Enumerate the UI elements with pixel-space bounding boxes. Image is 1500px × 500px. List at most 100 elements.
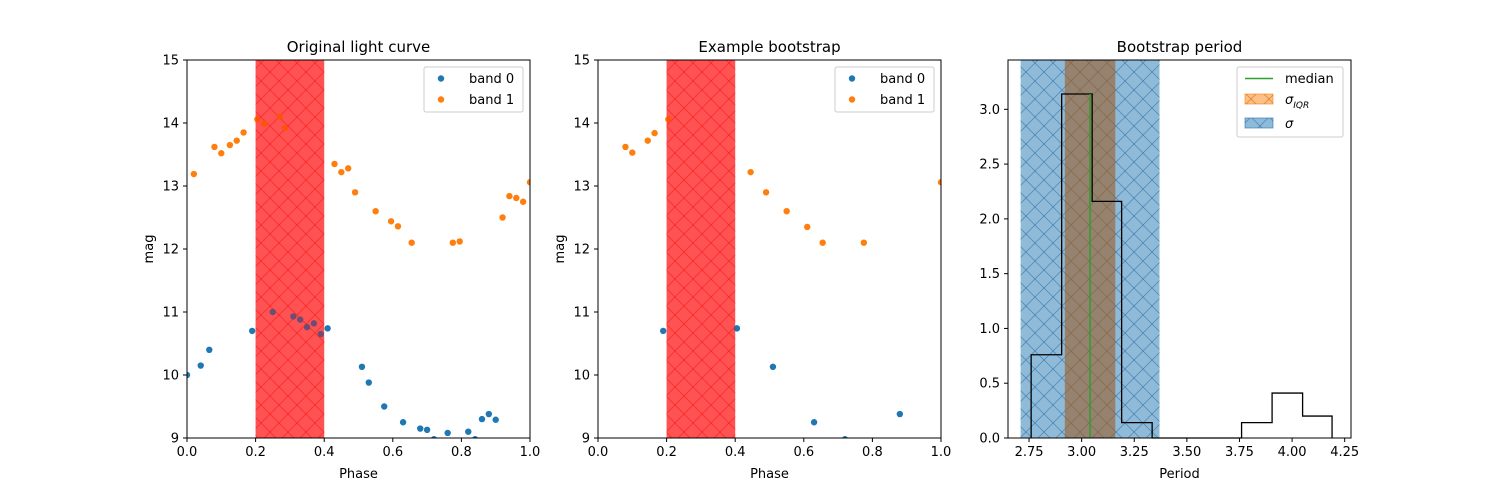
point-band1 xyxy=(819,239,826,246)
y-tick-label: 0.5 xyxy=(979,377,1000,392)
legend-marker-band1 xyxy=(848,96,856,103)
point-band1 xyxy=(804,223,811,231)
point-band1 xyxy=(260,120,268,127)
point-band1 xyxy=(629,149,636,156)
point-band1 xyxy=(747,168,754,176)
x-tick-label: 0.0 xyxy=(177,445,198,460)
legend-label-band0: band 0 xyxy=(469,72,514,87)
point-band0 xyxy=(290,313,297,320)
point-band0 xyxy=(492,416,499,423)
x-axis-label: Phase xyxy=(750,467,789,482)
x-tick-label: 0.4 xyxy=(314,445,335,460)
x-tick-label: 3.50 xyxy=(1172,445,1201,460)
legend: median σIQR σ xyxy=(1236,66,1344,138)
point-band1 xyxy=(665,116,672,123)
y-tick-label: 1.0 xyxy=(979,322,1000,337)
point-band0 xyxy=(842,436,848,438)
point-band0 xyxy=(269,308,276,316)
x-tick-label: 0.2 xyxy=(656,445,677,460)
y-tick-label: 14 xyxy=(162,117,179,132)
point-band1 xyxy=(276,113,283,120)
point-band1 xyxy=(408,239,415,246)
legend-marker-band0 xyxy=(848,75,856,82)
y-tick-label: 14 xyxy=(573,117,590,132)
point-band1 xyxy=(519,198,527,205)
point-band1 xyxy=(254,116,261,123)
x-tick-label: 0.6 xyxy=(793,445,814,460)
y-tick-label: 2.5 xyxy=(979,158,1000,173)
legend-label-band1: band 1 xyxy=(880,93,925,108)
point-band0 xyxy=(365,379,372,386)
point-band0 xyxy=(296,316,304,323)
point-band1 xyxy=(622,143,629,151)
legend-label-sigma-iqr: σIQR xyxy=(1285,93,1309,111)
masked-phase-region-hatch xyxy=(666,60,736,438)
point-band1 xyxy=(190,170,198,178)
point-band1 xyxy=(226,141,234,149)
point-band1 xyxy=(351,189,359,196)
point-band0 xyxy=(310,320,318,327)
x-tick-label: 1.0 xyxy=(931,445,952,460)
y-tick-label: 11 xyxy=(162,306,179,321)
y-axis-label: mag xyxy=(142,235,157,264)
panel-bootstrap-period: Bootstrap period 2.75 3.00 3.25 3.50 3.75 4.0… xyxy=(979,38,1359,482)
axes-frame xyxy=(1007,59,1352,439)
point-band1 xyxy=(240,129,247,136)
y-tick-label: 3.0 xyxy=(979,103,1000,118)
point-band0 xyxy=(399,419,407,426)
x-tick-label: 0.2 xyxy=(245,445,266,460)
legend: band 0 band 1 xyxy=(834,66,935,113)
y-tick-label: 10 xyxy=(573,369,590,384)
point-band1 xyxy=(218,150,225,157)
x-tick-label: 0.4 xyxy=(725,445,746,460)
y-tick-label: 0.0 xyxy=(979,432,1000,447)
legend-marker-band0 xyxy=(437,75,445,82)
point-band1 xyxy=(394,223,402,230)
point-band1 xyxy=(644,137,651,144)
x-tick-label: 0.0 xyxy=(588,445,609,460)
legend-label-sigma: σ xyxy=(1285,117,1294,132)
panel-original-light-curve: Original light curve 0.0 0.2 0.4 0.6 0.8 1.0 9… xyxy=(142,38,540,482)
point-band1 xyxy=(211,143,218,151)
point-band0 xyxy=(485,410,493,418)
y-tick-label: 1.5 xyxy=(979,267,1000,282)
legend-marker-sigma-iqr-hatch xyxy=(1245,94,1273,104)
point-band1 xyxy=(338,168,345,176)
point-band1 xyxy=(937,179,941,186)
masked-phase-overlay xyxy=(255,60,325,438)
point-band0 xyxy=(187,371,191,379)
x-tick-label: 0.6 xyxy=(382,445,403,460)
point-band0 xyxy=(303,323,311,331)
y-tick-label: 15 xyxy=(573,54,590,69)
y-tick-label: 10 xyxy=(162,369,179,384)
x-tick-label: 3.00 xyxy=(1067,445,1096,460)
point-band1 xyxy=(762,189,770,196)
axes-frame xyxy=(597,59,942,439)
x-tick-label: 1.0 xyxy=(520,445,541,460)
y-tick-label: 13 xyxy=(162,180,179,195)
point-band0 xyxy=(472,436,479,438)
x-tick-label: 4.00 xyxy=(1278,445,1307,460)
legend: band 0 band 1 xyxy=(423,66,524,113)
x-axis-label: Period xyxy=(1159,467,1200,482)
y-tick-label: 12 xyxy=(573,243,590,258)
point-band1 xyxy=(456,238,463,245)
legend-marker-sigma-hatch xyxy=(1245,118,1273,128)
point-band1 xyxy=(526,179,530,186)
y-tick-label: 13 xyxy=(573,180,590,195)
point-band1 xyxy=(387,218,395,225)
point-band1 xyxy=(345,165,352,172)
legend-marker-band1 xyxy=(437,96,445,103)
point-band0 xyxy=(358,363,366,371)
x-axis-label: Phase xyxy=(339,467,378,482)
panel-example-bootstrap: Example bootstrap 0.0 0.2 0.4 0.6 0.8 1.0 9 10 1… xyxy=(553,38,951,482)
point-band1 xyxy=(783,208,790,215)
point-band1 xyxy=(506,192,513,200)
point-band1 xyxy=(449,239,457,246)
point-band0 xyxy=(444,429,451,437)
point-band0 xyxy=(659,327,667,335)
panel-title: Bootstrap period xyxy=(1117,38,1243,56)
point-band0 xyxy=(317,330,324,338)
legend-label-median: median xyxy=(1285,72,1334,87)
y-tick-label: 9 xyxy=(582,432,590,447)
